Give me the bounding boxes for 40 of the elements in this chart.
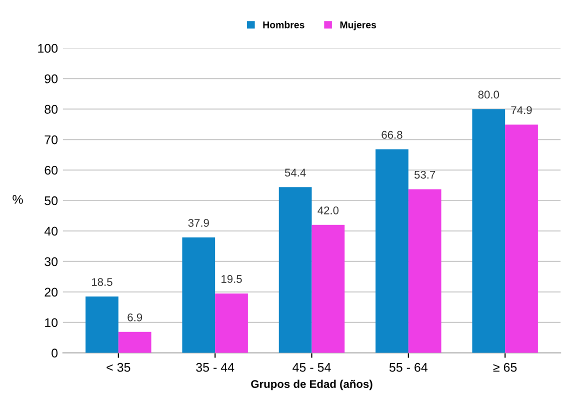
x-tick-label: 55 - 64	[389, 362, 428, 372]
bar	[472, 109, 506, 353]
bar	[505, 124, 538, 353]
bar	[118, 332, 152, 353]
y-tick-label: 10	[45, 318, 58, 328]
y-tick-label: 60	[44, 166, 58, 175]
data-label: 42.0	[318, 206, 339, 214]
data-label: 54.4	[284, 168, 306, 177]
x-tick-label: 45 - 54	[292, 363, 331, 372]
bar	[312, 224, 345, 353]
x-tick-label: ≥ 65	[493, 362, 517, 372]
legend-label: Mujeres	[340, 21, 376, 30]
data-label: 74.9	[511, 106, 532, 114]
y-tick-label: 20	[44, 288, 58, 297]
bar	[182, 237, 216, 353]
data-label: 66.8	[382, 130, 402, 139]
y-tick-label: 90	[44, 74, 58, 84]
bar	[86, 296, 118, 353]
bar	[376, 149, 408, 353]
y-tick-label: 0	[52, 348, 58, 358]
x-tick-label: < 35	[106, 362, 130, 372]
data-label: 80.0	[478, 90, 500, 99]
bar	[215, 293, 248, 353]
y-tick-label: 100	[38, 44, 58, 53]
x-axis-title: Grupos de Edad (años)	[251, 380, 372, 390]
x-tick-label: 35 - 44	[196, 362, 234, 372]
y-tick-label: 40	[44, 226, 58, 236]
legend-label: Hombres	[263, 21, 304, 28]
data-label: 6.9	[128, 313, 142, 322]
y-tick-label: 50	[44, 196, 58, 206]
y-tick-label: 80	[44, 104, 58, 114]
bar	[278, 187, 312, 353]
y-tick-label: 30	[44, 257, 58, 266]
y-tick-label: 70	[44, 135, 58, 144]
y-axis-title: %	[12, 195, 23, 204]
data-label: 19.5	[222, 275, 242, 283]
data-label: 18.5	[92, 278, 112, 286]
data-label: 37.9	[188, 218, 209, 227]
bar	[408, 189, 442, 353]
data-label: 53.7	[414, 170, 436, 179]
